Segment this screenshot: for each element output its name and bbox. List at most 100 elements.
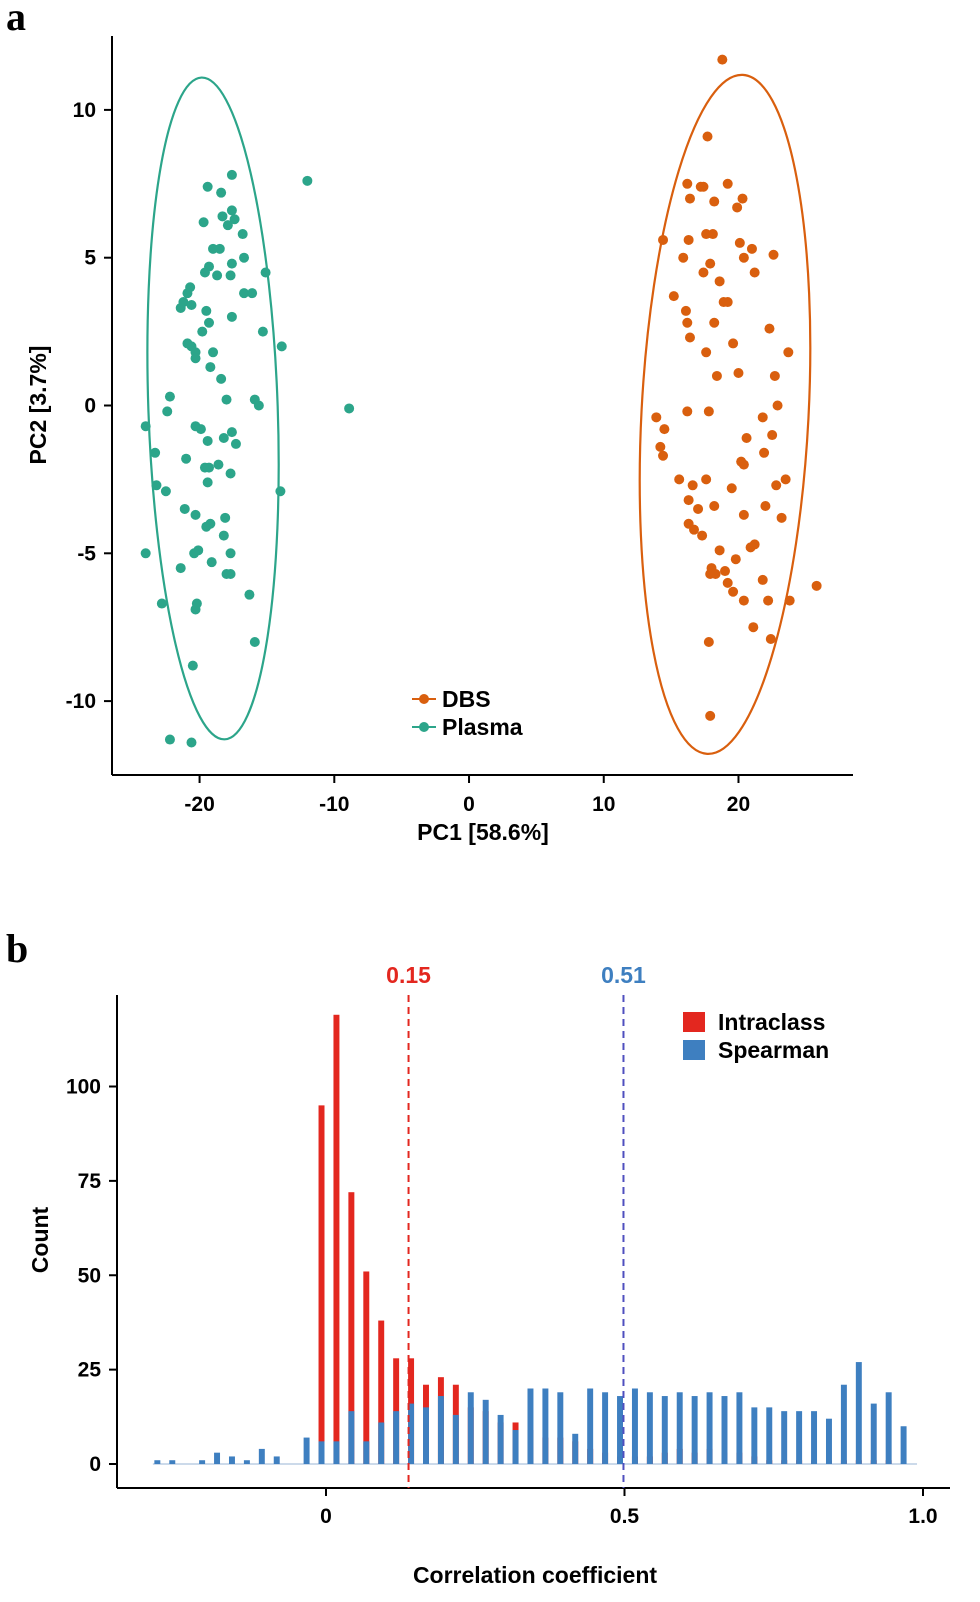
point-plasma: [249, 636, 260, 647]
point-plasma: [190, 509, 201, 520]
point-plasma: [182, 288, 193, 299]
point-dbs: [734, 237, 745, 248]
point-plasma: [160, 486, 171, 497]
panel-a-legend: DBS Plasma: [412, 686, 523, 740]
bar-spearman: [378, 1422, 385, 1464]
panel-b-legend: Intraclass Spearman: [683, 1009, 829, 1063]
bar-spearman: [781, 1411, 788, 1464]
bar-intraclass: [333, 1014, 340, 1464]
bar-spearman: [870, 1403, 877, 1464]
point-dbs: [658, 234, 669, 245]
bar-spearman: [811, 1411, 818, 1464]
bar-spearman: [228, 1456, 235, 1464]
panel-b-vlines: 0.15 0.51: [386, 962, 646, 1488]
point-dbs: [768, 249, 779, 260]
panel-b-y-axis-title: Count: [27, 1206, 53, 1273]
bar-spearman: [303, 1437, 310, 1464]
point-plasma: [253, 400, 264, 411]
point-plasma: [218, 433, 229, 444]
point-dbs: [705, 258, 716, 269]
confidence-ellipse-dbs: [638, 73, 812, 755]
point-dbs: [714, 545, 725, 556]
point-dbs: [741, 433, 752, 444]
panel-b-histogram: b Correlation coefficient Count 0 0.5 1.00…: [6, 926, 950, 1588]
point-dbs: [697, 530, 708, 541]
point-plasma: [195, 424, 206, 435]
point-plasma: [214, 243, 225, 254]
point-dbs: [737, 193, 748, 204]
x-tick-label: 20: [727, 793, 750, 816]
point-plasma: [198, 217, 209, 228]
y-tick-label: 5: [84, 247, 96, 270]
confidence-ellipse-plasma: [146, 76, 280, 741]
point-plasma: [175, 563, 186, 574]
point-dbs: [702, 131, 713, 142]
point-plasma: [216, 187, 227, 198]
y-tick-label: 0: [84, 395, 96, 418]
point-plasma: [187, 660, 198, 671]
panel-a-ellipses: [146, 73, 812, 755]
panel-a-axes: -20 -10 0 10 20 -10 -5 0 5 10: [66, 36, 853, 816]
bar-spearman: [661, 1396, 668, 1464]
point-plasma: [257, 326, 268, 337]
point-dbs: [757, 574, 768, 585]
point-plasma: [302, 175, 313, 186]
bar-spearman: [587, 1388, 594, 1464]
point-plasma: [186, 299, 197, 310]
bar-spearman: [542, 1388, 549, 1464]
point-dbs: [701, 474, 712, 485]
point-plasma: [202, 477, 213, 488]
bar-spearman: [348, 1411, 355, 1464]
point-dbs: [757, 412, 768, 423]
x-tick-label: 0.5: [610, 1505, 640, 1528]
point-dbs: [682, 406, 693, 417]
point-plasma: [190, 604, 201, 615]
point-plasma: [150, 447, 161, 458]
point-plasma: [276, 341, 287, 352]
point-dbs: [714, 276, 725, 287]
median-label-intraclass: 0.15: [386, 962, 431, 988]
point-plasma: [226, 258, 237, 269]
point-plasma: [162, 406, 173, 417]
panel-a-y-axis-title: PC2 [3.7%]: [25, 346, 51, 465]
panel-b-letter: b: [6, 926, 28, 971]
point-dbs: [710, 568, 721, 579]
bar-spearman: [602, 1392, 609, 1464]
point-plasma: [244, 589, 255, 600]
panel-a-letter: a: [6, 0, 26, 39]
point-dbs: [684, 332, 695, 343]
point-plasma: [230, 438, 241, 449]
point-plasma: [225, 568, 236, 579]
point-dbs: [680, 305, 691, 316]
bar-spearman: [467, 1392, 474, 1464]
point-dbs: [769, 370, 780, 381]
bar-spearman: [617, 1396, 623, 1464]
bar-spearman: [646, 1392, 653, 1464]
y-tick-label: 10: [73, 99, 96, 122]
point-plasma: [206, 557, 217, 568]
point-dbs: [717, 54, 728, 65]
point-plasma: [213, 459, 224, 470]
point-plasma: [220, 512, 231, 523]
point-plasma: [140, 421, 151, 432]
point-plasma: [181, 453, 192, 464]
point-dbs: [732, 202, 743, 213]
point-dbs: [728, 338, 739, 349]
point-dbs: [658, 450, 669, 461]
x-tick-label: 0: [320, 1505, 332, 1528]
bar-spearman: [423, 1407, 429, 1464]
y-tick-label: 75: [78, 1170, 102, 1193]
bar-spearman: [572, 1433, 579, 1464]
point-plasma: [344, 403, 355, 414]
x-tick-label: 0: [463, 793, 475, 816]
legend-intraclass-label: Intraclass: [718, 1009, 825, 1035]
bar-spearman: [318, 1441, 325, 1464]
point-plasma: [237, 229, 248, 240]
bar-intraclass: [348, 1192, 355, 1464]
point-plasma: [199, 462, 210, 473]
point-dbs: [722, 178, 733, 189]
point-plasma: [164, 734, 175, 745]
point-dbs: [760, 501, 771, 512]
point-dbs: [764, 323, 775, 334]
point-plasma: [199, 267, 210, 278]
